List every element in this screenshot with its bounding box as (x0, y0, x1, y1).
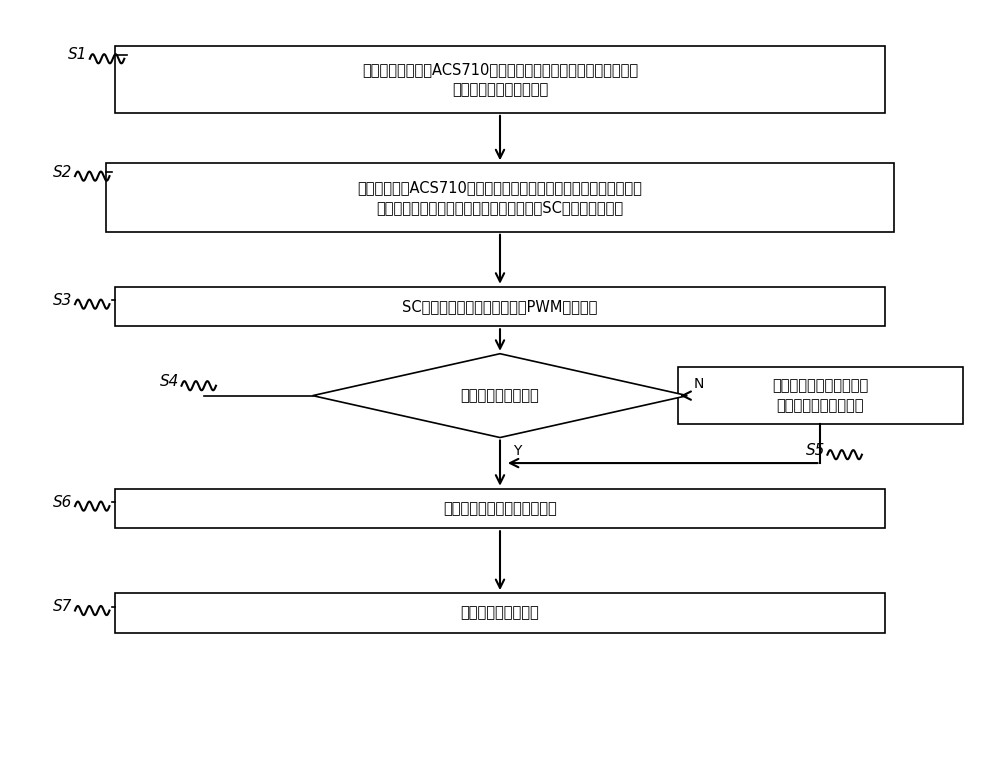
FancyBboxPatch shape (678, 367, 963, 424)
Text: S5: S5 (806, 443, 825, 459)
Text: 变频器进行正常工作: 变频器进行正常工作 (461, 605, 539, 620)
Text: 变频器输出短路解除: 变频器输出短路解除 (461, 388, 539, 403)
FancyBboxPatch shape (106, 163, 894, 232)
Text: 芯片过流故障脚开始充电复位: 芯片过流故障脚开始充电复位 (443, 501, 557, 516)
Text: N: N (694, 377, 704, 391)
Text: S2: S2 (53, 165, 73, 180)
FancyBboxPatch shape (115, 489, 885, 528)
Text: 过流检测芯片ACS710内部电流源开始下拉芯片过流故障脚的电压，
下拉至设置保护电压设定值，比较器翻转，SC信号转为低电平: 过流检测芯片ACS710内部电流源开始下拉芯片过流故障脚的电压， 下拉至设置保护… (358, 180, 642, 215)
Text: SC信号触发硬件封锁子电路将PWM驱动屏蔽: SC信号触发硬件封锁子电路将PWM驱动屏蔽 (402, 299, 598, 314)
FancyBboxPatch shape (115, 593, 885, 632)
FancyBboxPatch shape (115, 286, 885, 326)
Text: 利用过流检测芯片ACS710检测变频器的输出电流，输出过流时，
芯片过流故障脚输出电压: 利用过流检测芯片ACS710检测变频器的输出电流，输出过流时， 芯片过流故障脚输… (362, 62, 638, 97)
Text: S3: S3 (53, 293, 73, 308)
Text: S6: S6 (53, 495, 73, 510)
Text: S7: S7 (53, 599, 73, 615)
Polygon shape (313, 354, 687, 438)
Text: Y: Y (514, 444, 522, 459)
Text: 芯片过流使能脚进行下拉
至变频器输出短路解除: 芯片过流使能脚进行下拉 至变频器输出短路解除 (772, 378, 869, 413)
FancyBboxPatch shape (115, 46, 885, 113)
Text: S4: S4 (160, 374, 179, 390)
Text: S1: S1 (68, 47, 87, 62)
